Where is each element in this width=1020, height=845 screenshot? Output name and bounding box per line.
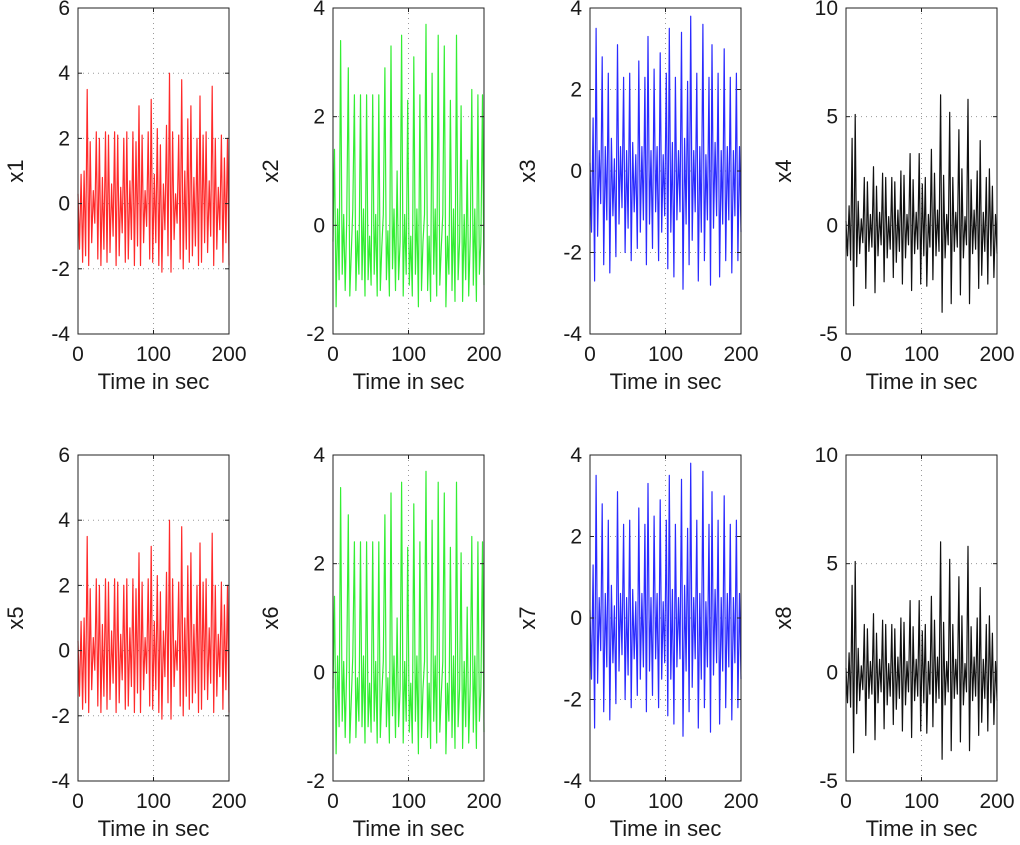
x-axis-label: Time in sec [98, 816, 210, 841]
x-axis-label: Time in sec [353, 369, 465, 394]
y-tick-label: -2 [306, 770, 325, 793]
series-line-x7 [589, 462, 742, 737]
y-tick-label: 10 [815, 444, 838, 467]
y-tick-label: -4 [51, 770, 70, 793]
y-tick-label: 0 [313, 661, 325, 684]
x-tick-label: 200 [211, 343, 246, 366]
series-line-x4 [845, 94, 998, 313]
x-tick-label: 0 [840, 343, 852, 366]
y-axis-label: x7 [515, 606, 540, 629]
y-axis-label: x3 [515, 159, 540, 182]
x-tick-label: 0 [584, 343, 596, 366]
x-tick-label: 0 [72, 343, 84, 366]
y-tick-label: 2 [313, 106, 325, 129]
x-tick-label: 0 [840, 790, 852, 813]
x-tick-label: 100 [391, 343, 426, 366]
y-tick-label: -2 [306, 323, 325, 346]
y-tick-label: -2 [51, 258, 70, 281]
y-tick-label: -4 [563, 323, 582, 346]
series-line-x5 [77, 519, 230, 720]
subplot-3: 0 100 200 -4 -2 0 2 4 Time in sec x3 [515, 0, 759, 394]
y-tick-label: 0 [570, 160, 582, 183]
y-axis-label: x1 [3, 159, 28, 182]
x-tick-label: 200 [211, 790, 246, 813]
y-tick-label: -5 [819, 770, 838, 793]
x-axis-label: Time in sec [610, 369, 722, 394]
y-tick-label: 10 [815, 0, 838, 20]
x-tick-label: 100 [391, 790, 426, 813]
series-line-x6 [332, 470, 485, 755]
x-tick-label: 100 [648, 790, 683, 813]
y-tick-label: -5 [819, 323, 838, 346]
y-tick-label: 4 [58, 62, 70, 85]
series-line-x3 [589, 15, 742, 290]
x-tick-label: 0 [584, 790, 596, 813]
subplot-5: 0 100 200 -4 -2 0 2 4 6 Time in sec x5 [3, 444, 247, 841]
y-tick-label: 4 [313, 444, 325, 467]
y-tick-label: 0 [313, 214, 325, 237]
y-axis-label: x6 [258, 606, 283, 629]
y-tick-label: 5 [826, 106, 838, 129]
y-tick-label: -4 [563, 770, 582, 793]
y-tick-label: 4 [58, 509, 70, 532]
x-tick-label: 200 [723, 343, 758, 366]
y-tick-label: 0 [58, 193, 70, 216]
x-tick-label: 100 [904, 343, 939, 366]
y-tick-label: 4 [570, 444, 582, 467]
y-tick-label: -2 [51, 705, 70, 728]
x-tick-label: 200 [466, 790, 501, 813]
y-tick-label: 0 [826, 661, 838, 684]
y-tick-label: 0 [58, 640, 70, 663]
x-tick-label: 200 [466, 343, 501, 366]
x-tick-label: 200 [979, 343, 1014, 366]
series-line-x1 [77, 72, 230, 273]
y-tick-label: 2 [58, 127, 70, 150]
y-axis-label: x4 [771, 159, 796, 182]
y-tick-label: 0 [570, 607, 582, 630]
x-tick-label: 0 [327, 343, 339, 366]
y-tick-label: -2 [563, 242, 582, 265]
x-tick-label: 0 [72, 790, 84, 813]
y-axis-label: x5 [3, 606, 28, 629]
x-tick-label: 100 [648, 343, 683, 366]
x-tick-label: 100 [904, 790, 939, 813]
x-axis-label: Time in sec [610, 816, 722, 841]
y-tick-label: 4 [313, 0, 325, 20]
y-tick-label: 6 [58, 0, 70, 20]
y-axis-label: x8 [771, 606, 796, 629]
y-tick-label: -2 [563, 689, 582, 712]
y-tick-label: 2 [570, 79, 582, 102]
y-axis-label: x2 [258, 159, 283, 182]
series-line-x8 [845, 541, 998, 760]
x-tick-label: 200 [979, 790, 1014, 813]
subplot-1: 0 100 200 -4 -2 0 2 4 6 Time in sec x1 [3, 0, 247, 394]
y-tick-label: 2 [570, 526, 582, 549]
y-tick-label: -4 [51, 323, 70, 346]
y-tick-label: 0 [826, 214, 838, 237]
series-line-x2 [332, 23, 485, 308]
x-axis-label: Time in sec [866, 369, 978, 394]
y-tick-label: 2 [313, 553, 325, 576]
y-tick-label: 2 [58, 574, 70, 597]
plot-area [846, 8, 997, 334]
x-tick-label: 100 [136, 343, 171, 366]
y-tick-label: 6 [58, 444, 70, 467]
x-axis-label: Time in sec [353, 816, 465, 841]
plot-area [846, 455, 997, 781]
y-tick-label: 4 [570, 0, 582, 20]
x-tick-label: 0 [327, 790, 339, 813]
x-axis-label: Time in sec [98, 369, 210, 394]
x-axis-label: Time in sec [866, 816, 978, 841]
y-tick-label: 5 [826, 553, 838, 576]
subplot-7: 0 100 200 -4 -2 0 2 4 Time in sec x7 [515, 444, 759, 841]
x-tick-label: 100 [136, 790, 171, 813]
x-tick-label: 200 [723, 790, 758, 813]
